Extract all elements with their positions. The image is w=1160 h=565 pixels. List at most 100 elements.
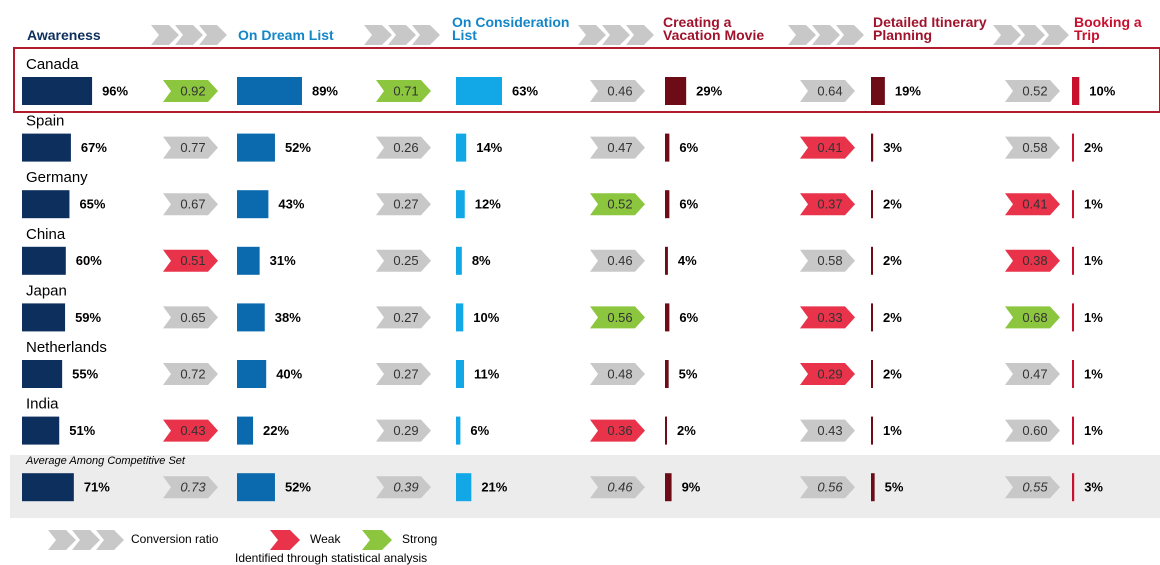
value-label: 12%: [475, 197, 501, 212]
value-label: 1%: [1084, 310, 1103, 325]
legend-swatch: [96, 530, 124, 550]
bar: [665, 133, 670, 162]
legend-swatch: [72, 530, 100, 550]
value-label: 4%: [678, 253, 697, 268]
ratio-label: 0.58: [817, 253, 842, 268]
ratio-label: 0.65: [180, 310, 205, 325]
row-name: China: [26, 226, 66, 243]
legend-swatch: [362, 530, 392, 550]
ratio-arrow: [163, 419, 218, 442]
ratio-label: 0.71: [393, 83, 418, 98]
ratio-arrow: [800, 476, 855, 499]
value-label: 38%: [275, 310, 301, 325]
ratio-arrow: [163, 136, 218, 159]
header-chevron: [626, 25, 654, 45]
stage-name: Booking a Trip: [1074, 14, 1142, 43]
bar: [456, 416, 461, 445]
value-label: 51%: [69, 423, 95, 438]
value-label: 11%: [474, 366, 500, 381]
bar: [1072, 360, 1074, 388]
bar: [237, 473, 275, 502]
ratio-arrow: [590, 419, 645, 442]
ratio-arrow: [376, 363, 431, 385]
value-label: 71%: [84, 480, 110, 495]
bar: [871, 246, 873, 275]
ratio-arrow: [1005, 306, 1060, 329]
stage-header: Awareness: [27, 8, 137, 42]
stage-header: Detailed Itinerary Planning: [873, 8, 998, 42]
bar: [456, 360, 465, 388]
ratio-label: 0.27: [393, 197, 418, 212]
ratio-label: 0.29: [817, 366, 842, 381]
ratio-label: 0.46: [607, 83, 632, 98]
legend-note: Identified through statistical analysis: [235, 551, 427, 565]
bar: [22, 360, 63, 388]
bar: [1072, 303, 1074, 332]
header-chevron: [602, 25, 630, 45]
bar: [1072, 246, 1074, 275]
ratio-label: 0.47: [1022, 366, 1047, 381]
bar: [456, 473, 472, 502]
bar: [1072, 133, 1074, 162]
ratio-label: 0.48: [607, 366, 632, 381]
ratio-label: 0.26: [393, 140, 418, 155]
header-chevron: [993, 25, 1021, 45]
bar: [456, 133, 467, 162]
bar: [237, 246, 260, 275]
ratio-arrow: [163, 249, 218, 272]
ratio-arrow: [376, 419, 431, 442]
ratio-arrow: [376, 476, 431, 499]
stage-name: Creating a Vacation Movie: [663, 14, 765, 43]
value-label: 2%: [883, 366, 902, 381]
legend-label: Conversion ratio: [131, 532, 219, 546]
ratio-label: 0.55: [1022, 480, 1048, 495]
ratio-label: 0.51: [180, 253, 205, 268]
ratio-label: 0.39: [393, 480, 418, 495]
value-label: 96%: [102, 83, 128, 98]
bar: [22, 133, 71, 162]
bar: [1072, 190, 1074, 219]
ratio-arrow: [590, 306, 645, 329]
value-label: 40%: [276, 366, 302, 381]
ratio-arrow: [163, 306, 218, 329]
ratio-arrow: [376, 80, 431, 102]
bar: [1072, 77, 1080, 105]
ratio-arrow: [590, 136, 645, 159]
header-chevron: [151, 25, 179, 45]
value-label: 6%: [470, 423, 489, 438]
bar: [665, 360, 669, 388]
ratio-arrow: [800, 306, 855, 329]
ratio-label: 0.27: [393, 310, 418, 325]
value-label: 6%: [679, 197, 698, 212]
ratio-label: 0.52: [1022, 83, 1047, 98]
highlight-box: [13, 47, 1160, 113]
ratio-arrow: [1005, 249, 1060, 272]
value-label: 22%: [263, 423, 289, 438]
ratio-label: 0.47: [607, 140, 632, 155]
bar: [871, 473, 875, 502]
row-name: Netherlands: [26, 339, 107, 356]
stage-header: Creating a Vacation Movie: [663, 8, 773, 42]
bar: [22, 303, 66, 332]
ratio-arrow: [376, 193, 431, 216]
value-label: 55%: [72, 366, 98, 381]
value-label: 89%: [312, 83, 338, 98]
ratio-arrow: [800, 249, 855, 272]
ratio-label: 0.92: [180, 83, 205, 98]
legend-swatch: [270, 530, 300, 550]
row-name: Spain: [26, 113, 64, 130]
bar: [665, 246, 668, 275]
bar: [22, 246, 66, 275]
ratio-arrow: [590, 476, 645, 499]
bar: [456, 190, 465, 219]
value-label: 1%: [883, 423, 902, 438]
bar: [665, 473, 672, 502]
row-name: Canada: [26, 56, 79, 73]
ratio-label: 0.68: [1022, 310, 1047, 325]
ratio-label: 0.43: [180, 423, 205, 438]
ratio-label: 0.73: [180, 480, 206, 495]
row-name: India: [26, 396, 59, 413]
header-chevron: [788, 25, 816, 45]
ratio-label: 0.58: [1022, 140, 1047, 155]
